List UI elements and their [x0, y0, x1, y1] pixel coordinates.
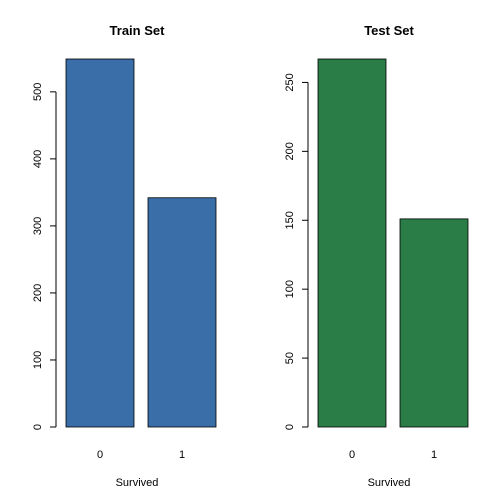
- train-set-y-tick-0: 0: [32, 424, 44, 430]
- test-set-bars: [317, 58, 469, 428]
- test-set-y-axis: 0 50 100 150 200 250: [284, 73, 309, 430]
- train-set-y-tick-300: 300: [32, 217, 44, 235]
- train-set-x-tick-1: 1: [179, 449, 185, 461]
- test-set-x-tick-1: 1: [431, 449, 437, 461]
- test-set-x-axis-label: Survived: [368, 477, 411, 489]
- test-set-y-tick-150: 150: [284, 211, 296, 229]
- train-set-bar-1: [147, 197, 217, 428]
- test-set-y-tick-0: 0: [284, 424, 296, 430]
- test-set-y-tick-50: 50: [284, 352, 296, 364]
- train-set-y-tick-200: 200: [32, 284, 44, 302]
- train-set-bar-0: [65, 58, 135, 428]
- train-set-y-tick-500: 500: [32, 83, 44, 101]
- train-set-y-tick-400: 400: [32, 150, 44, 168]
- test-set-y-tick-100: 100: [284, 280, 296, 298]
- test-set-bar-1: [399, 218, 469, 428]
- train-set-title: Train Set: [110, 23, 166, 38]
- train-set-y-tick-100: 100: [32, 351, 44, 369]
- test-set-y-tick-250: 250: [284, 73, 296, 91]
- train-set-bars: [65, 58, 217, 428]
- test-set-x-tick-0: 0: [349, 449, 355, 461]
- test-set-title: Test Set: [364, 23, 414, 38]
- test-set-bar-0: [317, 58, 387, 428]
- test-set-y-tick-200: 200: [284, 142, 296, 160]
- train-set-y-axis: 0 100 200 300 400 500: [32, 83, 57, 430]
- train-set-x-axis-label: Survived: [116, 477, 159, 489]
- train-set-x-tick-0: 0: [97, 449, 103, 461]
